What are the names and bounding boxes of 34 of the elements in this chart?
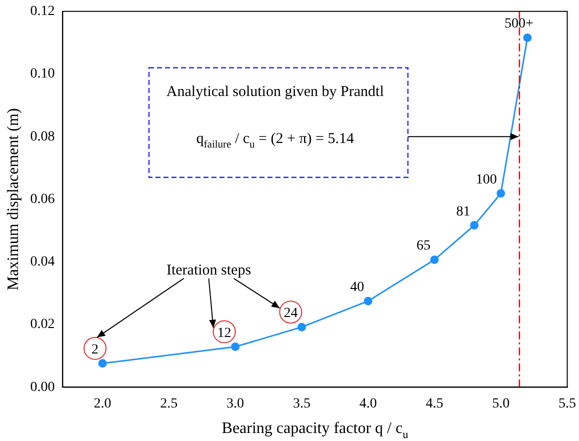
point	[470, 221, 479, 230]
annotation: Analytical solution given by Prandtl	[166, 84, 384, 100]
x-tick-label: 5.0	[492, 396, 510, 412]
y-tick-label: 0.10	[30, 66, 55, 82]
annotation: Iteration steps	[166, 262, 252, 278]
x-tick-label: 2.0	[94, 396, 112, 412]
annotation: 2	[92, 342, 99, 358]
annotation: 81	[456, 204, 470, 220]
annotation: 500+	[504, 16, 534, 32]
point	[98, 359, 107, 368]
y-tick-label: 0.00	[30, 380, 55, 395]
annotation: 65	[416, 238, 430, 254]
x-tick-label: 3.5	[292, 396, 310, 412]
y-tick-label: 0.04	[30, 254, 55, 270]
point	[231, 342, 240, 352]
point	[496, 189, 506, 198]
point	[430, 255, 439, 264]
x-tick-label: 3.0	[226, 396, 244, 412]
x-tick-label: 4.0	[359, 396, 377, 412]
x-tick-label: 4.5	[426, 396, 444, 412]
point	[297, 322, 306, 332]
y-axis-title: Maximum displacement (m)	[4, 108, 22, 290]
annotation: 100	[476, 172, 497, 188]
x-tick-label: 2.5	[160, 396, 178, 412]
point	[364, 296, 372, 306]
annotation: 24	[284, 306, 298, 322]
y-tick-label: 0.06	[30, 192, 55, 207]
x-tick-label: 5.5	[558, 396, 576, 412]
annotation: 12	[217, 326, 232, 341]
y-tick-label: 0.08	[30, 129, 55, 144]
y-tick-label: 0.02	[30, 317, 55, 332]
point	[523, 33, 532, 42]
y-tick-label: 0.12	[30, 4, 55, 20]
annotation: 40	[350, 280, 364, 296]
